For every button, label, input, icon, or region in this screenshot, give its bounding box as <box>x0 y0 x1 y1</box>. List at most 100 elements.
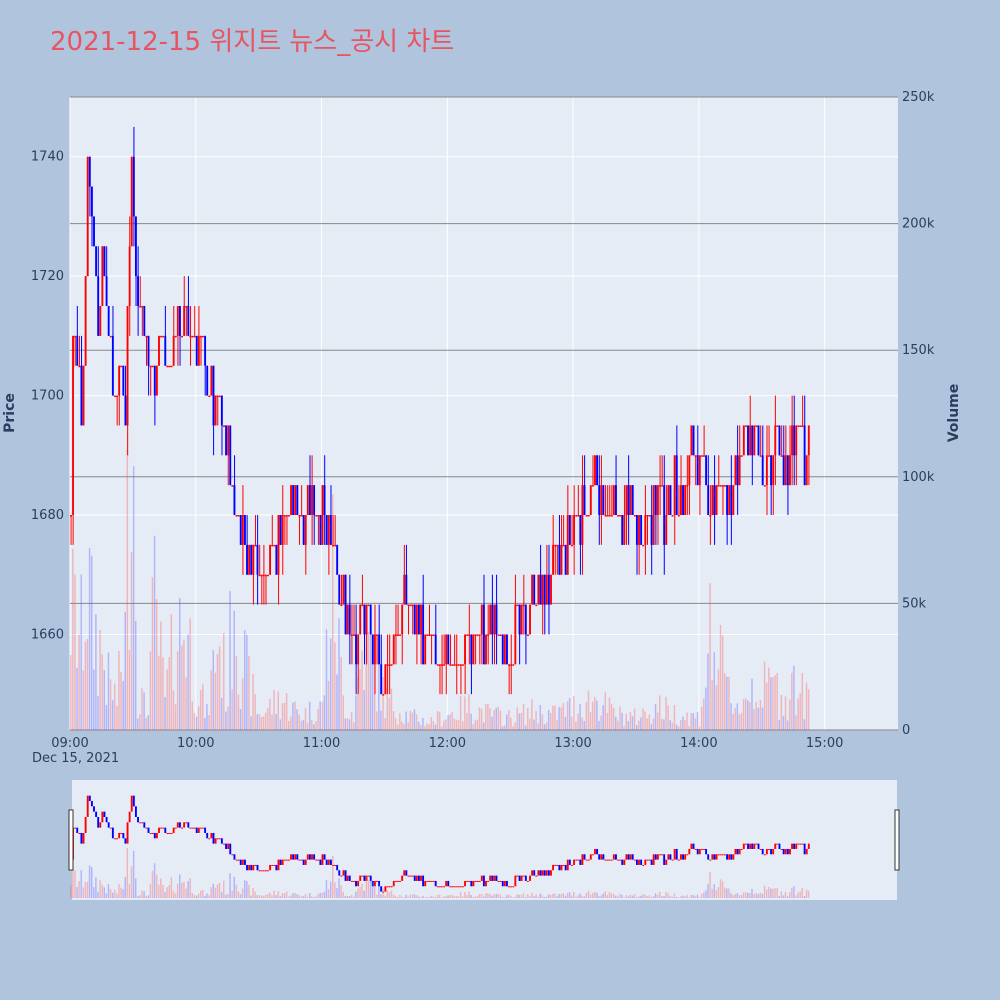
volume-bar <box>346 718 349 730</box>
mini-candle <box>332 864 334 866</box>
volume-bar <box>99 629 101 730</box>
mini-volume-bar <box>88 865 91 898</box>
volume-bar <box>365 608 368 730</box>
candle <box>480 604 483 635</box>
mini-volume-bar <box>466 894 468 898</box>
mini-volume-bar <box>770 888 772 898</box>
mini-volume-bar <box>573 891 575 898</box>
volume-bar <box>617 720 619 730</box>
volume-bar <box>522 703 525 730</box>
mini-candle <box>376 880 378 882</box>
volume-bar <box>654 703 657 730</box>
candle <box>627 485 630 516</box>
volume-bar <box>313 724 315 730</box>
volume-bar <box>600 715 602 730</box>
candle <box>556 544 559 547</box>
volume-bar <box>625 713 627 730</box>
mini-volume-bar <box>474 896 477 898</box>
mini-volume-bar <box>181 882 183 898</box>
volume-bar <box>264 712 267 730</box>
mini-volume-bar <box>671 896 674 898</box>
mini-volume-bar <box>476 896 479 898</box>
candle <box>288 515 290 517</box>
volume-bar <box>116 706 118 730</box>
volume-bar <box>388 697 391 730</box>
mini-volume-bar <box>417 896 420 898</box>
volume-bar <box>531 699 533 730</box>
candle <box>707 485 710 516</box>
volume-bar <box>139 714 141 730</box>
volume-bar <box>623 726 625 730</box>
candle <box>407 604 410 607</box>
mini-volume-bar <box>533 896 535 898</box>
mini-volume-bar <box>315 896 317 898</box>
volume-bar <box>357 677 359 730</box>
mini-volume-bar <box>187 880 189 898</box>
range-slider-handle-left[interactable] <box>68 809 74 871</box>
mini-candle <box>594 848 596 855</box>
candle <box>665 515 668 545</box>
mini-volume-bar <box>166 887 168 898</box>
candle <box>591 485 594 487</box>
mini-candle <box>744 843 747 845</box>
mini-volume-bar <box>457 896 460 898</box>
candle <box>759 455 762 457</box>
mini-candle <box>103 811 106 817</box>
mini-volume-bar <box>319 892 321 898</box>
candle <box>191 335 194 338</box>
candle <box>248 544 251 575</box>
mini-candle <box>97 816 100 828</box>
candle <box>617 515 619 517</box>
mini-volume-bar <box>141 890 143 898</box>
mini-volume-bar <box>176 883 179 898</box>
candle <box>445 634 448 665</box>
candle <box>694 455 697 457</box>
volume-bar <box>656 712 659 730</box>
volume-bar <box>344 718 347 730</box>
mini-volume-bar <box>260 895 263 898</box>
volume-bar <box>640 717 642 730</box>
mini-volume-bar <box>338 878 340 898</box>
mini-candle <box>552 864 555 871</box>
volume-bar <box>487 703 489 730</box>
volume-bar <box>233 610 235 730</box>
mini-volume-bar <box>118 883 120 898</box>
volume-bar <box>550 713 552 730</box>
candle <box>512 664 515 666</box>
volume-bar <box>461 721 464 730</box>
mini-candle <box>317 859 320 861</box>
candle <box>401 604 404 635</box>
mini-candle <box>233 854 236 860</box>
mini-candle <box>791 843 793 849</box>
mini-candle <box>753 843 756 849</box>
mini-candle <box>210 832 213 839</box>
mini-candle <box>373 880 376 887</box>
mini-volume-bar <box>799 891 801 898</box>
mini-volume-bar <box>709 871 711 898</box>
candle <box>292 485 295 516</box>
range-slider-handle-right[interactable] <box>894 809 900 871</box>
mini-candle <box>254 864 257 866</box>
mini-volume-bar <box>694 895 697 898</box>
mini-candle <box>803 843 806 855</box>
mini-candle <box>235 859 238 861</box>
candle <box>799 425 802 427</box>
volume-bar <box>384 718 386 730</box>
volume-bar <box>690 713 692 730</box>
candle <box>302 515 305 545</box>
mini-candle <box>308 854 311 860</box>
mini-candle <box>786 848 789 855</box>
mini-volume-bar <box>300 896 303 898</box>
volume-bar <box>558 706 560 730</box>
mini-candle <box>503 880 506 887</box>
volume-bar <box>717 669 720 730</box>
mini-volume-bar <box>267 894 269 898</box>
volume-bar <box>466 712 468 730</box>
mini-candle <box>805 848 808 855</box>
candle <box>663 485 666 545</box>
mini-candle <box>304 859 307 865</box>
mini-volume-bar <box>690 894 692 898</box>
mini-candle <box>147 827 150 833</box>
mini-candle <box>491 875 494 881</box>
volume-bar <box>258 714 261 730</box>
